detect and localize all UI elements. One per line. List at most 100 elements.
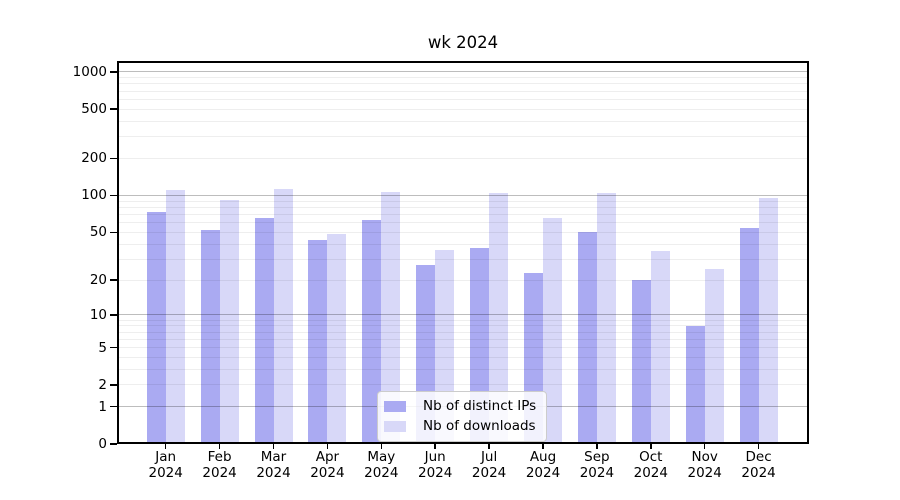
y-tick-label: 5: [98, 339, 107, 356]
x-tick-label-feb: Feb 2024: [202, 449, 237, 481]
minor-gridline: [117, 243, 809, 245]
plot-area: Nb of distinct IPs Nb of downloads: [117, 61, 809, 444]
minor-gridline: [117, 98, 809, 100]
y-tick-mark: [110, 405, 117, 408]
bar-feb-distinct-ips: [200, 230, 220, 444]
bar-nov-distinct-ips: [685, 325, 705, 444]
minor-gridline: [117, 90, 809, 92]
bar-oct-downloads: [650, 251, 670, 444]
bar-nov-downloads: [704, 268, 724, 444]
y-tick-mark: [110, 443, 117, 445]
y-tick-mark: [110, 194, 117, 197]
chart-title: wk 2024: [427, 33, 499, 52]
y-tick-mark: [110, 157, 117, 160]
legend-label-distinct-ips: Nb of distinct IPs: [423, 398, 537, 414]
minor-gridline: [117, 325, 809, 327]
bar-may-downloads: [381, 192, 401, 444]
minor-gridline: [117, 356, 809, 358]
major-gridline: [117, 71, 809, 73]
bar-mar-distinct-ips: [254, 217, 274, 444]
y-tick-mark: [110, 231, 117, 233]
bar-jan-downloads: [165, 190, 185, 444]
legend-swatch-downloads: [384, 420, 406, 432]
bar-sep-downloads: [596, 192, 616, 444]
y-tick-mark: [110, 314, 117, 316]
y-tick-label: 2: [98, 376, 107, 393]
major-gridline: [117, 314, 809, 316]
minor-gridline: [117, 157, 809, 159]
x-tick-label-may: May 2024: [364, 449, 399, 481]
minor-gridline: [117, 136, 809, 138]
minor-gridline: [117, 108, 809, 110]
bar-jul-downloads: [489, 193, 509, 444]
bar-jan-distinct-ips: [146, 212, 166, 444]
x-tick-label-mar: Mar 2024: [256, 449, 291, 481]
bar-may-distinct-ips: [362, 220, 382, 444]
bar-apr-distinct-ips: [308, 240, 328, 444]
legend-label-downloads: Nb of downloads: [423, 418, 536, 434]
minor-gridline: [117, 331, 809, 333]
y-tick-label: 1000: [72, 63, 107, 80]
x-tick-label-jan: Jan 2024: [148, 449, 183, 481]
major-gridline: [117, 194, 809, 196]
x-tick-mark: [757, 444, 760, 449]
x-tick-label-jun: Jun 2024: [418, 449, 453, 481]
bar-aug-downloads: [543, 218, 562, 444]
minor-gridline: [117, 258, 809, 260]
x-tick-mark: [596, 444, 598, 449]
minor-gridline: [117, 319, 809, 321]
x-tick-mark: [218, 444, 221, 449]
x-tick-label-dec: Dec 2024: [741, 449, 776, 481]
x-tick-label-jul: Jul 2024: [471, 449, 507, 481]
y-tick-mark: [110, 384, 117, 386]
x-tick-label-aug: Aug 2024: [525, 449, 561, 481]
minor-gridline: [117, 279, 809, 281]
y-tick-label: 100: [81, 187, 107, 204]
bar-feb-downloads: [219, 200, 239, 444]
minor-gridline: [117, 83, 809, 85]
x-tick-label-oct: Oct 2024: [633, 449, 668, 481]
minor-gridline: [117, 231, 809, 233]
y-tick-label: 500: [81, 101, 107, 118]
x-tick-mark: [703, 444, 706, 449]
legend-swatch-distinct-ips: [384, 400, 406, 412]
y-tick-label: 10: [89, 306, 107, 323]
y-tick-label: 0: [98, 436, 107, 452]
minor-gridline: [117, 338, 809, 340]
y-tick-mark: [110, 71, 117, 73]
x-tick-mark: [434, 444, 436, 449]
x-tick-mark: [542, 444, 544, 449]
bar-oct-distinct-ips: [631, 280, 651, 444]
minor-gridline: [117, 120, 809, 122]
x-tick-mark: [380, 444, 383, 449]
minor-gridline: [117, 206, 809, 208]
bar-sep-distinct-ips: [577, 232, 597, 444]
bar-dec-distinct-ips: [739, 228, 759, 444]
minor-gridline: [117, 77, 809, 79]
minor-gridline: [117, 213, 809, 215]
y-tick-label: 200: [81, 150, 107, 167]
x-tick-label-nov: Nov 2024: [687, 449, 722, 481]
y-tick-label: 1: [98, 398, 107, 415]
gridlines-layer: [117, 61, 809, 444]
legend-entry-distinct-ips: Nb of distinct IPs: [384, 396, 536, 416]
y-tick-label: 20: [89, 272, 107, 289]
bar-dec-downloads: [758, 198, 778, 444]
bar-mar-downloads: [273, 188, 293, 444]
y-tick-label: 50: [89, 224, 107, 241]
x-tick-mark: [650, 444, 652, 449]
x-tick-mark: [164, 444, 167, 449]
x-tick-mark: [272, 444, 275, 449]
x-tick-mark: [326, 444, 329, 449]
minor-gridline: [117, 347, 809, 348]
y-tick-mark: [110, 279, 117, 281]
minor-gridline: [117, 368, 809, 370]
minor-gridline: [117, 200, 809, 202]
minor-gridline: [117, 222, 809, 224]
x-tick-mark: [488, 444, 490, 449]
y-tick-mark: [110, 108, 117, 110]
x-tick-label-sep: Sep 2024: [579, 449, 615, 481]
x-tick-label-apr: Apr 2024: [310, 449, 345, 481]
legend-entry-downloads: Nb of downloads: [384, 416, 536, 436]
